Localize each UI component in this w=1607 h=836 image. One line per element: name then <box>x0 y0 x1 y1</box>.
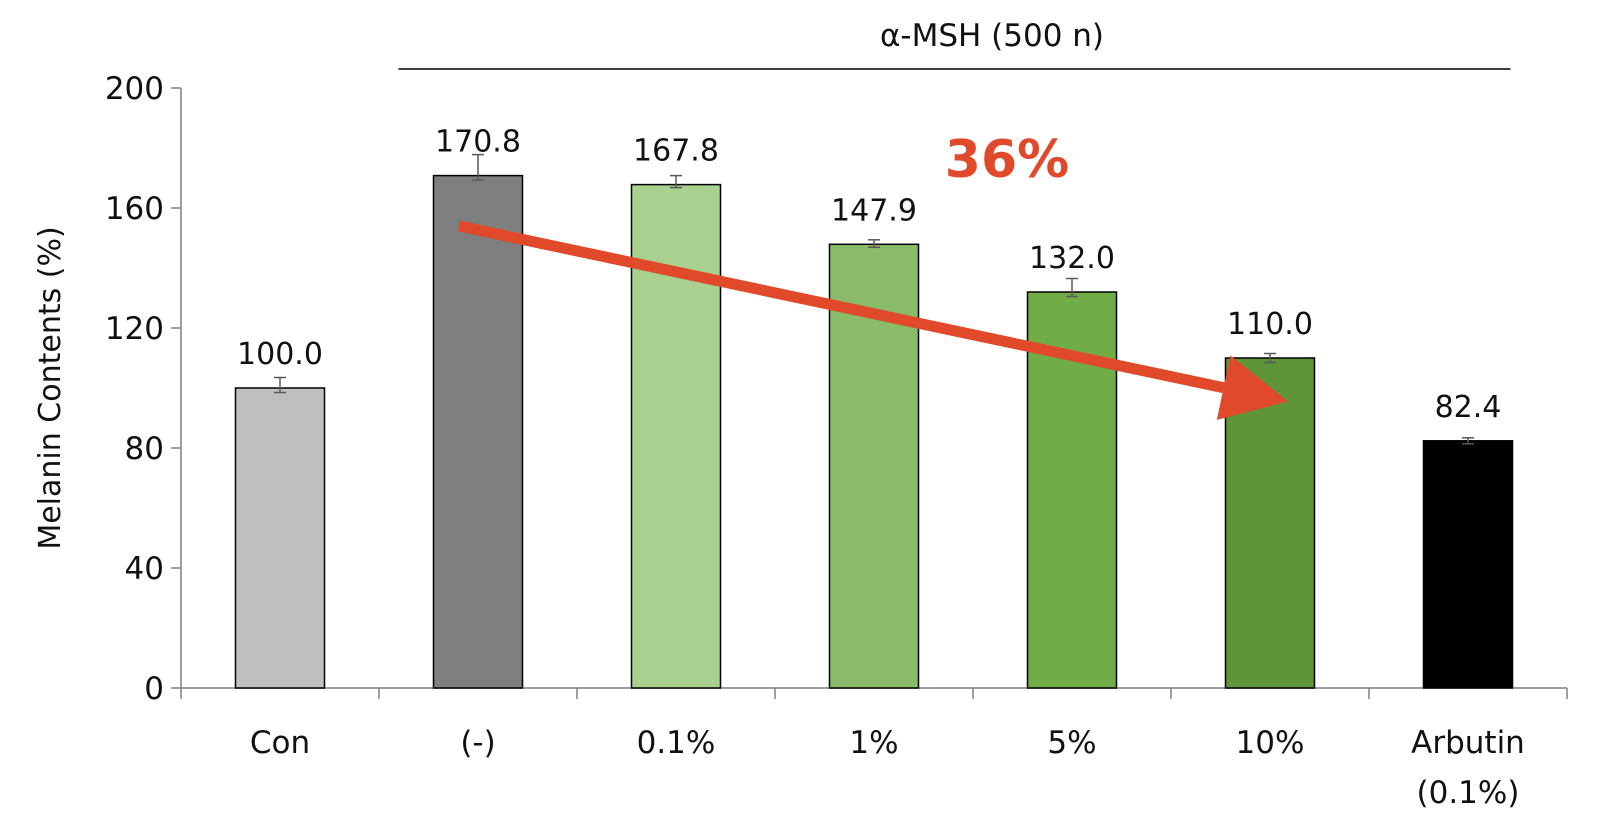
y-tick-label: 200 <box>105 71 164 107</box>
bar <box>234 387 326 689</box>
data-label: 132.0 <box>1029 241 1115 276</box>
bar <box>432 174 524 689</box>
y-tick-label: 120 <box>105 311 164 347</box>
x-tick-label: (-) <box>460 725 495 761</box>
y-tick-label: 0 <box>144 671 164 707</box>
bracket-label: α-MSH (500 n) <box>880 18 1104 54</box>
y-tick-label: 40 <box>125 551 164 587</box>
bar <box>1224 357 1316 689</box>
x-tick-label: Arbutin <box>1411 725 1525 761</box>
data-label: 100.0 <box>237 337 323 372</box>
bar <box>1422 440 1514 689</box>
x-tick-label: 1% <box>849 725 898 761</box>
y-tick-label: 80 <box>125 431 164 467</box>
y-axis-label: Melanin Contents (%) <box>33 226 68 549</box>
annotation-text: 36% <box>945 130 1069 190</box>
x-tick-label: 0.1% <box>637 725 716 761</box>
x-tick-label: 5% <box>1047 725 1096 761</box>
data-label: 170.8 <box>435 125 521 160</box>
x-tick-label-line2: (0.1%) <box>1417 775 1520 811</box>
data-label: 147.9 <box>831 193 917 228</box>
y-tick-label: 160 <box>105 191 164 227</box>
x-tick-label: Con <box>250 725 310 761</box>
data-label: 82.4 <box>1435 390 1502 425</box>
data-label: 110.0 <box>1227 307 1313 342</box>
data-label: 167.8 <box>633 134 719 169</box>
trend-arrow <box>457 220 1289 421</box>
x-tick-label: 10% <box>1236 725 1305 761</box>
